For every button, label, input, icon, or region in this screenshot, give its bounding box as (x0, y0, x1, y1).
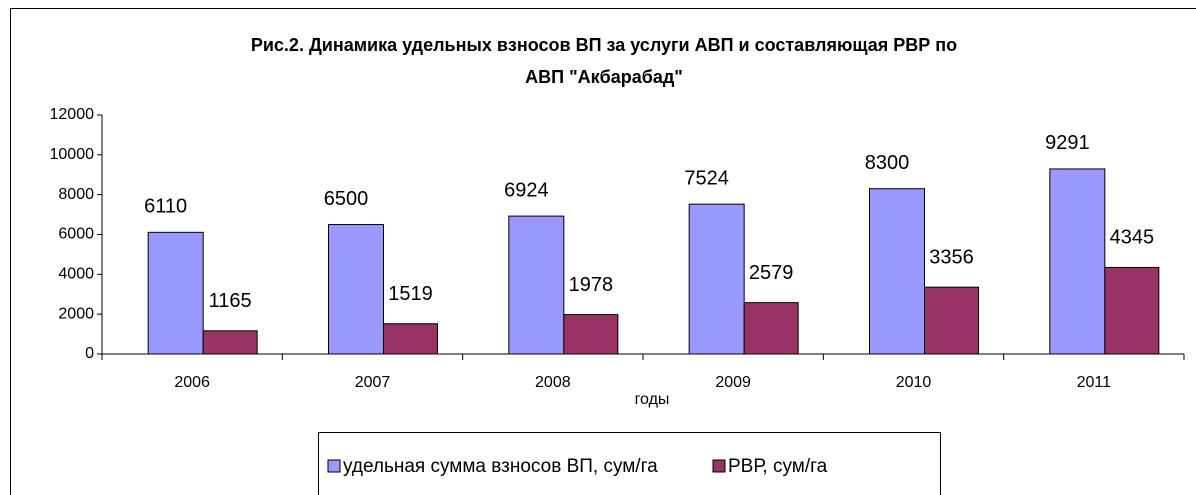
bar (563, 314, 619, 355)
chart-title: Рис.2. Динамика удельных взносов ВП за у… (251, 35, 957, 55)
data-label: 3356 (929, 246, 974, 268)
bar (383, 323, 438, 355)
x-tick-label: 2010 (896, 374, 932, 391)
bar (688, 203, 745, 355)
bar (202, 330, 258, 355)
bar (1104, 266, 1160, 355)
y-tick-label: 8000 (58, 186, 94, 203)
x-axis-label: годы (635, 391, 670, 408)
x-tick-label: 2006 (174, 374, 210, 391)
data-label: 6110 (144, 196, 187, 218)
data-label: 1165 (209, 290, 252, 312)
y-tick-label: 2000 (58, 305, 94, 322)
bar (328, 224, 384, 355)
data-label: 6924 (504, 179, 549, 201)
bar (508, 215, 565, 355)
data-label: 8300 (865, 152, 910, 174)
x-tick-label: 2011 (1077, 374, 1112, 391)
data-label: 7524 (684, 167, 729, 189)
data-label: 2579 (749, 262, 794, 284)
data-label: 4345 (1110, 227, 1155, 249)
legend-box (318, 432, 941, 495)
bar (743, 302, 799, 355)
legend-label: РВР, сум/га (728, 456, 828, 477)
y-tick-label: 12000 (50, 106, 95, 123)
legend-label: удельная сумма взносов ВП, сум/га (343, 456, 658, 477)
legend-swatch (327, 459, 341, 473)
chart-border (10, 8, 1196, 495)
bar (1049, 168, 1106, 355)
data-label: 1978 (569, 274, 614, 296)
legend-swatch (712, 459, 726, 473)
x-tick-label: 2009 (715, 374, 751, 391)
x-tick-label: 2008 (535, 374, 571, 391)
data-label: 1519 (388, 283, 433, 305)
data-label: 6500 (324, 188, 369, 210)
bar (869, 188, 925, 355)
y-tick-label: 0 (85, 345, 94, 362)
bar (924, 286, 979, 355)
y-tick-label: 4000 (58, 266, 94, 283)
bar (147, 231, 204, 355)
data-label: 9291 (1045, 132, 1090, 154)
y-tick-label: 6000 (58, 226, 94, 243)
chart-title: АВП "Акбарабад" (525, 67, 683, 87)
y-tick-label: 10000 (50, 146, 95, 163)
x-tick-label: 2007 (355, 374, 391, 391)
